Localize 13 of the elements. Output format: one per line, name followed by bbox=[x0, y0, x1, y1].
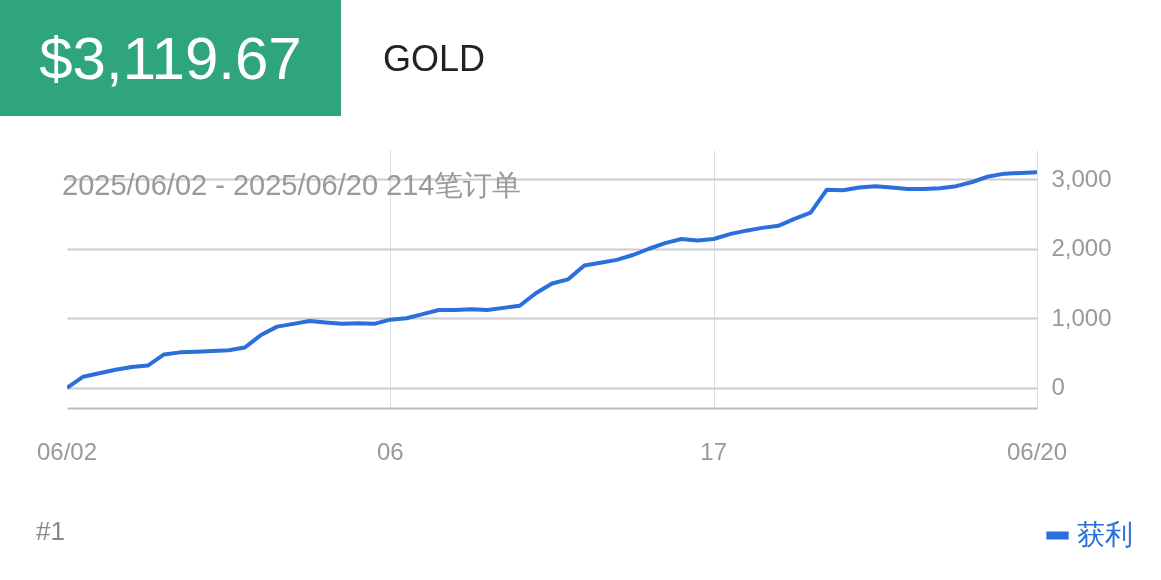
x-tick-label: 17 bbox=[700, 438, 728, 465]
chart-subtitle: GOLD bbox=[383, 38, 486, 80]
x-tick-label: 06/02 bbox=[36, 438, 98, 465]
chart-title: $3,119.67 bbox=[0, 0, 341, 116]
y-tick-label: 0 bbox=[1051, 373, 1065, 401]
x-tick-label: 06 bbox=[376, 438, 404, 465]
text: #1 bbox=[36, 516, 65, 547]
legend-label: 获利 bbox=[1077, 518, 1133, 550]
y-tick-label: 2,000 bbox=[1051, 234, 1112, 262]
annotation: 2025/06/02 - 2025/06/20 214笔订单 bbox=[62, 169, 522, 201]
y-tick-label: 3,000 bbox=[1051, 164, 1112, 192]
y-tick-label: 1,000 bbox=[1051, 303, 1112, 331]
x-tick-label: 06/20 bbox=[1006, 438, 1068, 465]
